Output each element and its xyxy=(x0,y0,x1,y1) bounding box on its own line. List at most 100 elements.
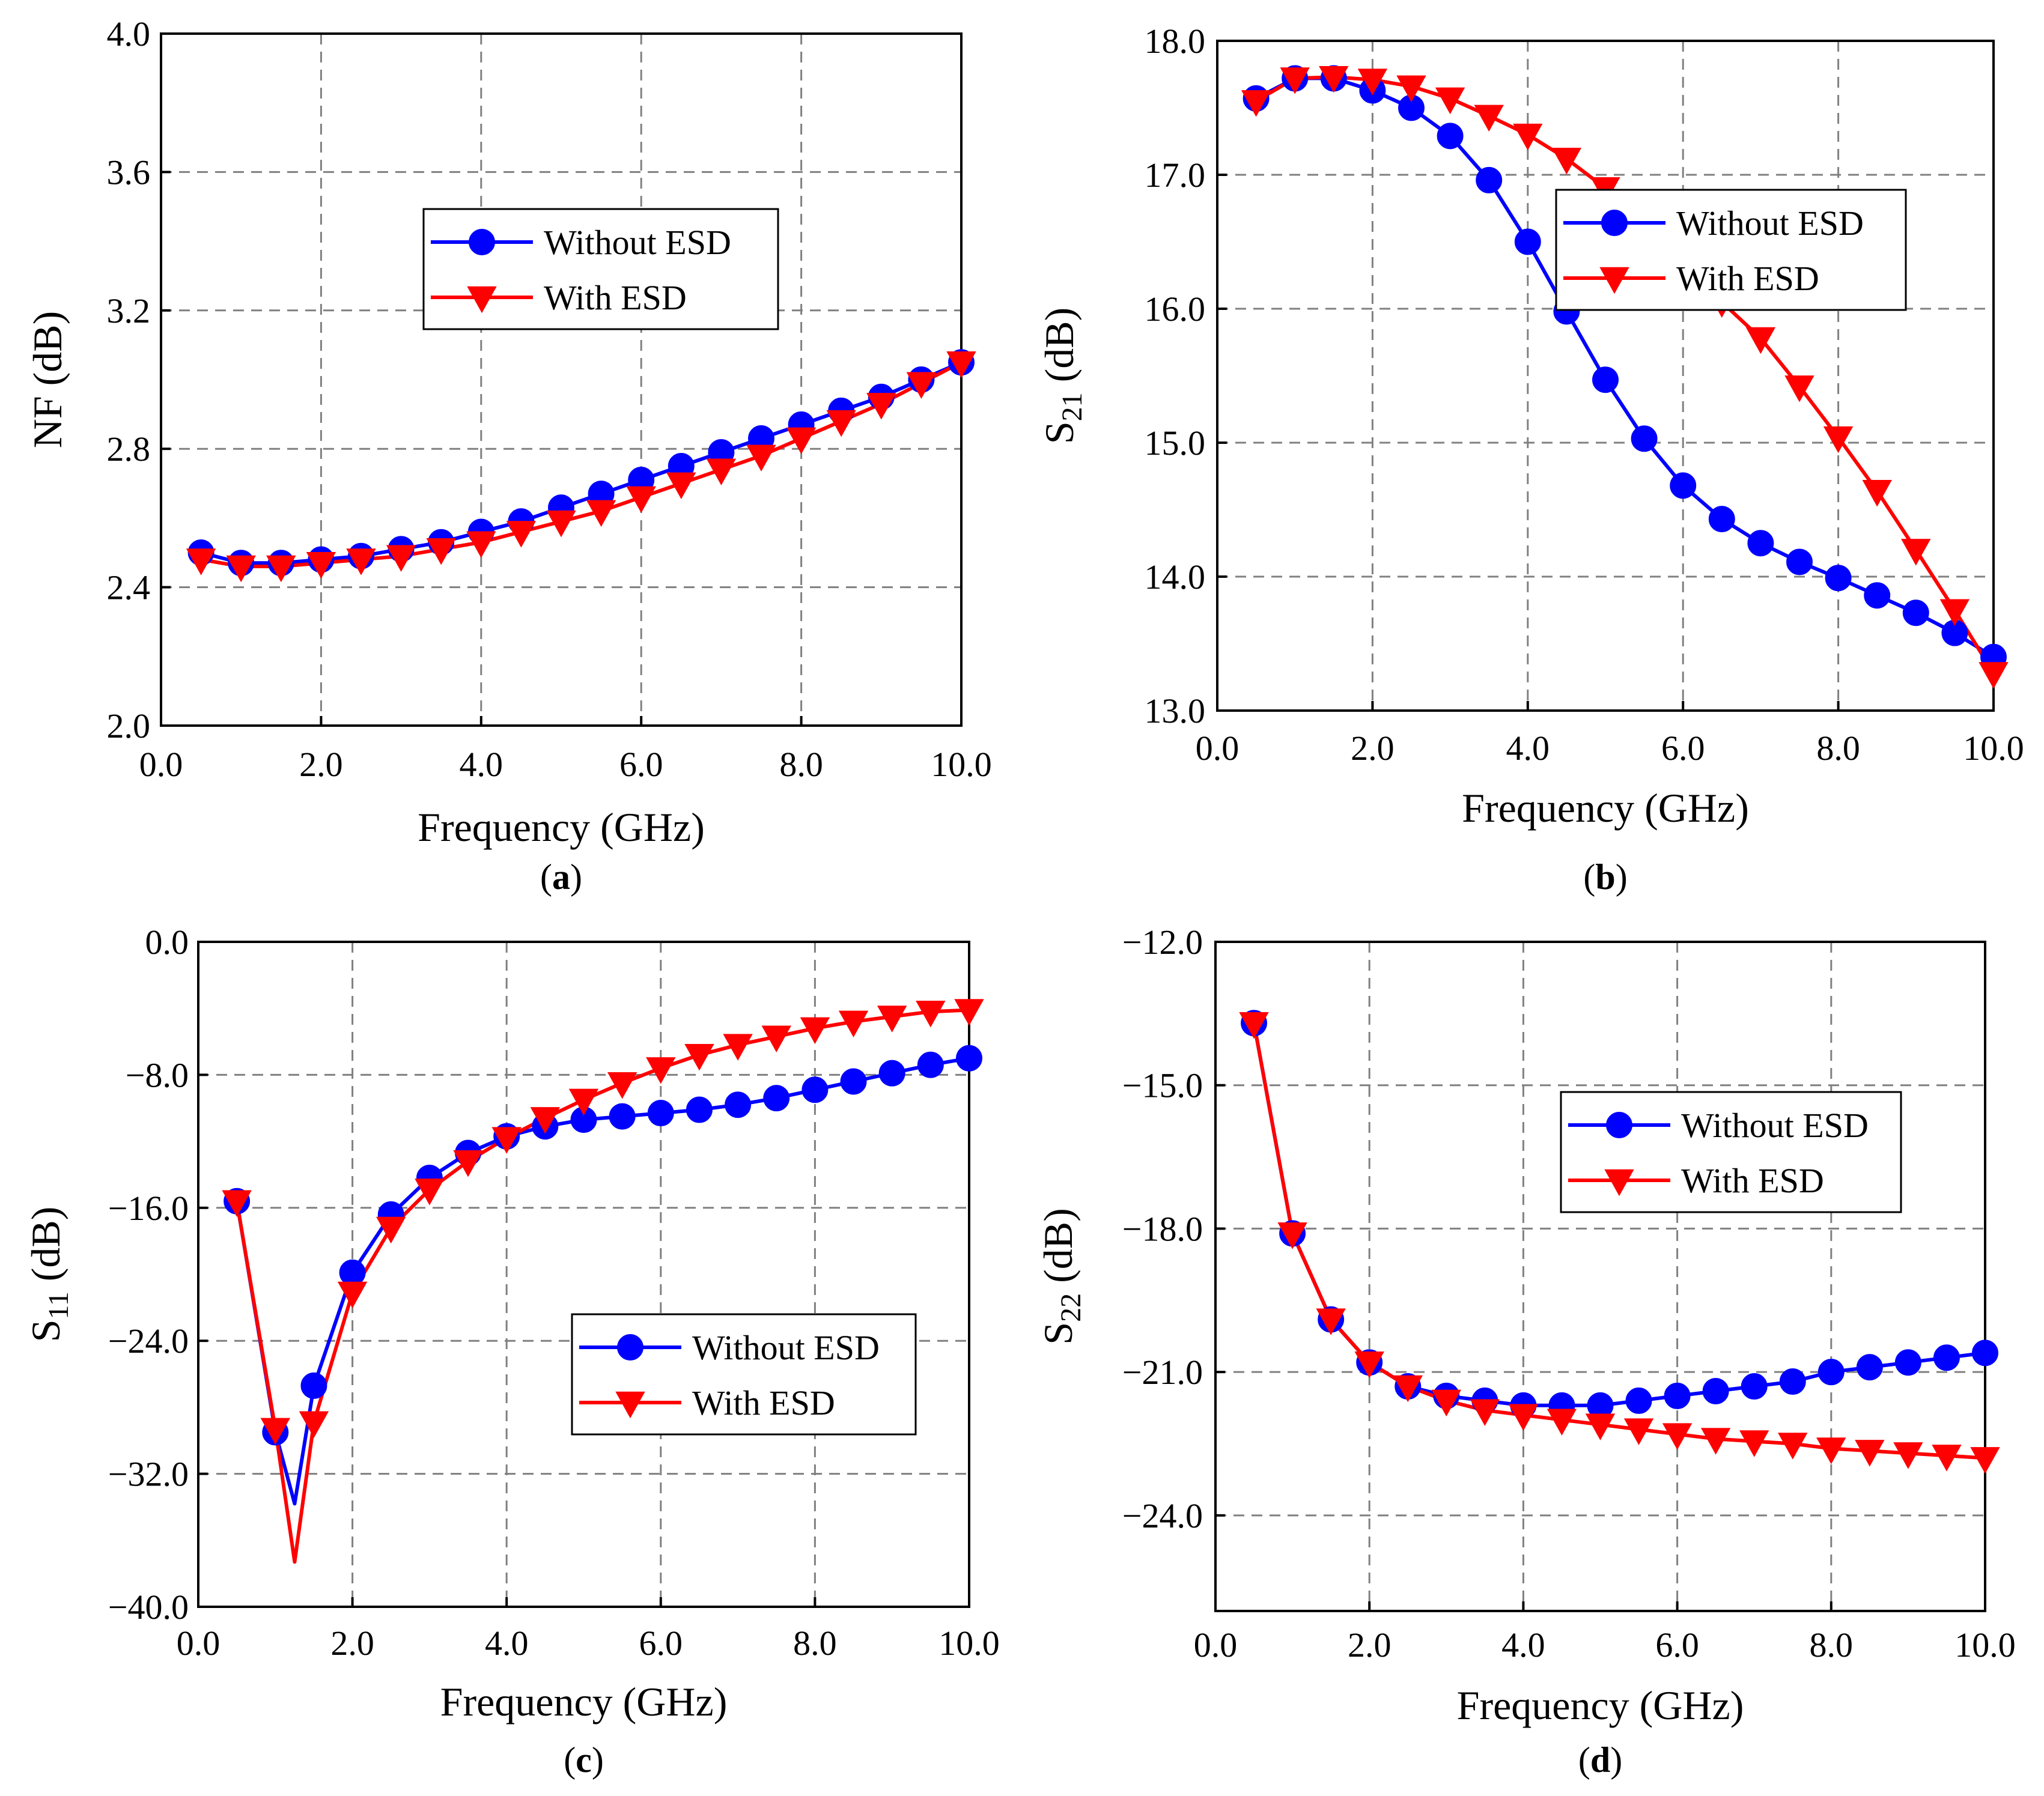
data-point-without-esd xyxy=(1972,1339,1998,1367)
legend-marker-triangle xyxy=(615,1391,645,1419)
legend-marker-circle xyxy=(1606,1112,1632,1138)
data-point-with-esd xyxy=(906,372,937,399)
data-point-without-esd xyxy=(1902,599,1929,626)
plot-frame xyxy=(160,32,963,727)
data-point-with-esd xyxy=(1316,1308,1346,1335)
legend-label: With ESD xyxy=(1676,259,1819,298)
data-point-with-esd xyxy=(1241,90,1271,117)
series-line-without-esd xyxy=(1255,76,1995,659)
y-axis-label: S11 (dB) xyxy=(23,1207,75,1342)
legend-label: Without ESD xyxy=(692,1328,880,1367)
series-line-without-esd xyxy=(1252,1022,1986,1407)
y-tick-label: 13.0 xyxy=(1145,691,1206,730)
series-line-with-esd xyxy=(201,360,963,568)
data-point-with-esd xyxy=(761,1025,791,1052)
data-point-with-esd xyxy=(426,538,456,565)
y-tick-label: 3.6 xyxy=(107,153,151,192)
data-point-with-esd xyxy=(506,521,537,548)
y-tick-label: 14.0 xyxy=(1145,557,1206,596)
data-point-with-esd xyxy=(1354,1351,1384,1379)
data-point-with-esd xyxy=(491,1127,522,1154)
data-point-without-esd xyxy=(1786,548,1813,575)
data-point-with-esd xyxy=(1855,1440,1885,1467)
data-point-without-esd xyxy=(1779,1368,1806,1395)
data-point-without-esd xyxy=(686,1096,713,1123)
data-point-with-esd xyxy=(916,1000,946,1028)
chart-c: 0.0 2.0 4.0 6.0 8.0 10.0 −40.0 −32.0 −24.0 −16.0 −… xyxy=(23,923,1000,1780)
data-point-with-esd xyxy=(666,472,696,500)
x-tick-label: 4.0 xyxy=(485,1624,529,1663)
data-point-with-esd xyxy=(1513,123,1543,151)
data-point-without-esd xyxy=(647,1100,674,1127)
x-tick-label: 8.0 xyxy=(1816,729,1860,768)
data-point-with-esd xyxy=(646,1057,676,1084)
data-point-with-esd xyxy=(1778,1433,1808,1460)
y-tick-label: −32.0 xyxy=(108,1455,189,1494)
data-point-with-esd xyxy=(626,486,656,514)
x-tick-label: 10.0 xyxy=(931,745,992,784)
data-point-without-esd xyxy=(1592,366,1619,393)
legend-marker-triangle xyxy=(1604,1169,1634,1197)
panel-caption: (d) xyxy=(1578,1740,1622,1780)
legend: Without ESD With ESD xyxy=(422,208,779,330)
data-point-with-esd xyxy=(466,531,496,558)
data-point-without-esd xyxy=(1864,582,1891,609)
legend-label: Without ESD xyxy=(1681,1106,1869,1145)
data-point-with-esd xyxy=(1474,105,1504,132)
data-point-with-esd xyxy=(746,444,776,472)
panel-caption: (c) xyxy=(564,1740,604,1780)
y-tick-label: −21.0 xyxy=(1122,1353,1203,1392)
data-point-with-esd xyxy=(1585,1413,1616,1440)
data-point-with-esd xyxy=(1277,1222,1307,1249)
data-point-with-esd xyxy=(226,555,256,583)
data-point-with-esd xyxy=(1435,87,1465,115)
data-point-without-esd xyxy=(1933,1344,1960,1371)
x-axis-label: Frequency (GHz) xyxy=(1462,785,1749,831)
x-tick-label: 10.0 xyxy=(1954,1625,2016,1664)
data-point-with-esd xyxy=(800,1017,830,1045)
data-point-without-esd xyxy=(840,1068,867,1095)
data-point-with-esd xyxy=(1396,75,1426,103)
x-tick-label: 4.0 xyxy=(1506,729,1550,768)
data-point-with-esd xyxy=(1939,599,1970,626)
data-point-with-esd xyxy=(1979,662,2009,689)
legend: Without ESD With ESD xyxy=(1555,189,1907,311)
x-tick-label: 6.0 xyxy=(619,745,663,784)
x-tick-label: 6.0 xyxy=(1661,729,1705,768)
data-point-without-esd xyxy=(917,1051,944,1078)
x-tick-label: 0.0 xyxy=(1194,1625,1238,1664)
y-axis-label: S21 (dB) xyxy=(1036,308,1088,444)
legend-marker-circle xyxy=(469,229,495,255)
y-tick-label: 15.0 xyxy=(1145,423,1206,463)
data-point-without-esd xyxy=(763,1085,790,1112)
data-point-with-esd xyxy=(586,500,616,527)
data-point-with-esd xyxy=(260,1418,290,1445)
x-tick-label: 2.0 xyxy=(299,745,343,784)
data-point-with-esd xyxy=(1901,539,1931,566)
data-point-without-esd xyxy=(1702,1377,1729,1404)
data-point-with-esd xyxy=(1662,1423,1693,1450)
data-point-without-esd xyxy=(1708,506,1735,533)
data-point-without-esd xyxy=(1631,425,1658,452)
data-point-with-esd xyxy=(453,1150,483,1177)
y-tick-label: −8.0 xyxy=(126,1055,189,1094)
data-point-with-esd xyxy=(1357,68,1388,96)
data-point-with-esd xyxy=(546,510,576,538)
data-point-with-esd xyxy=(1739,1430,1769,1457)
legend: Without ESD With ESD xyxy=(571,1313,917,1436)
y-tick-label: 0.0 xyxy=(145,923,189,962)
data-point-with-esd xyxy=(1862,480,1892,507)
data-point-with-esd xyxy=(337,1281,368,1309)
y-tick-label: −18.0 xyxy=(1122,1209,1203,1248)
legend-label: Without ESD xyxy=(1676,204,1864,243)
data-point-with-esd xyxy=(299,1411,329,1439)
x-tick-label: 8.0 xyxy=(779,745,823,784)
x-tick-label: 6.0 xyxy=(639,1624,683,1663)
data-point-with-esd xyxy=(415,1179,445,1206)
data-point-without-esd xyxy=(609,1103,636,1130)
x-tick-label: 2.0 xyxy=(330,1624,374,1663)
y-tick-label: 17.0 xyxy=(1145,156,1206,195)
x-tick-label: 6.0 xyxy=(1655,1625,1699,1664)
y-tick-label: −15.0 xyxy=(1122,1066,1203,1105)
data-point-without-esd xyxy=(1664,1382,1691,1409)
